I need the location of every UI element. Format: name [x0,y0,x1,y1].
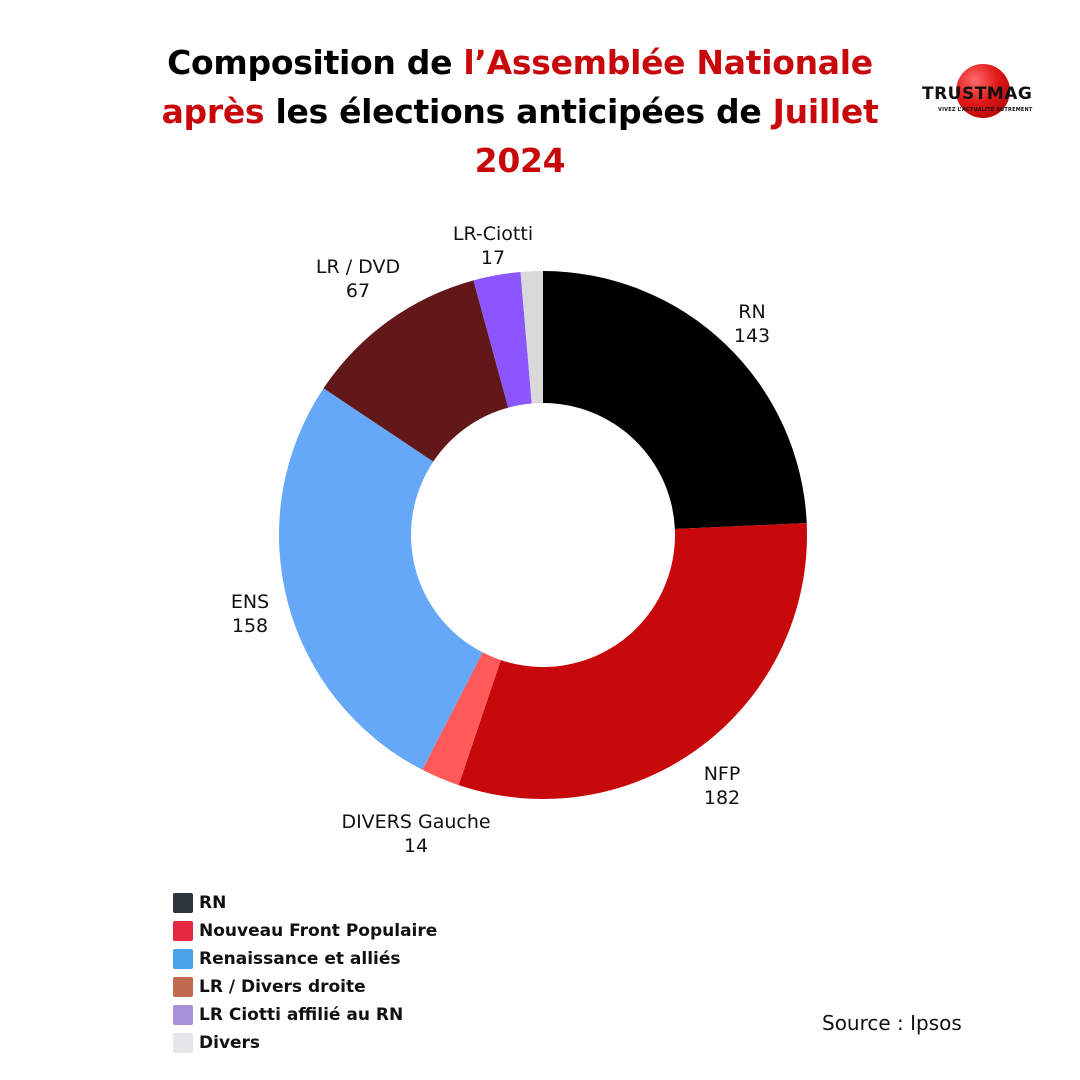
legend-label: Nouveau Front Populaire [199,921,438,941]
logo-ball-icon [956,64,1010,118]
legend-label: Divers [199,1033,261,1053]
donut-slice-ens [279,388,483,770]
slice-label: NFP [704,763,741,785]
slice-value-label: 158 [232,615,268,637]
legend-swatch [173,921,193,941]
legend-item: Nouveau Front Populaire [173,917,437,945]
slice-label: ENS [231,591,269,613]
logo-wordmark: TRUSTMAG [922,84,1033,104]
slice-label: LR / DVD [316,256,400,278]
donut-slice-lr-dvd [323,280,509,462]
legend-swatch [173,893,193,913]
legend-label: Renaissance et alliés [199,949,401,969]
donut-slice-rn [543,271,807,530]
legend-label: LR / Divers droite [199,977,366,997]
legend-item: Renaissance et alliés [173,945,437,973]
title-part: Composition de [167,43,464,82]
slice-value-label: 14 [404,835,428,857]
legend-item: LR / Divers droite [173,973,437,1001]
title-part: l’Assemblée Nationale après [161,43,874,131]
donut-slice-other [520,271,543,404]
legend-swatch [173,977,193,997]
slice-value-label: 143 [734,325,770,347]
slice-value-label: 17 [481,247,505,269]
source-note: Source : Ipsos [822,1011,962,1035]
slice-label: LR-Ciotti [453,223,533,245]
legend-swatch [173,949,193,969]
donut-slice-divers-gauche [422,652,501,786]
donut-slice-lr-ciotti [473,271,532,408]
slice-label: DIVERS Gauche [341,811,490,833]
legend-item: Divers [173,1029,437,1057]
chart-legend: RN Nouveau Front Populaire Renaissance et … [173,889,437,1057]
legend-swatch [173,1033,193,1053]
slice-value-label: 67 [346,280,370,302]
chart-title: Composition de l’Assemblée Nationale apr… [150,38,890,185]
title-part: les élections anticipées de [264,92,773,131]
title-part: Juillet 2024 [474,92,879,180]
trustmag-logo: TRUSTMAG VIVEZ L’ACTUALITÉ AUTREMENT [918,62,1058,132]
logo-tagline: VIVEZ L’ACTUALITÉ AUTREMENT [938,107,1033,113]
slice-label: RN [738,301,765,323]
legend-label: RN [199,893,227,913]
legend-item: RN [173,889,437,917]
legend-item: LR Ciotti affilié au RN [173,1001,437,1029]
slice-value-label: 182 [704,787,740,809]
legend-label: LR Ciotti affilié au RN [199,1005,404,1025]
legend-swatch [173,1005,193,1025]
donut-slice-nfp [458,523,807,799]
